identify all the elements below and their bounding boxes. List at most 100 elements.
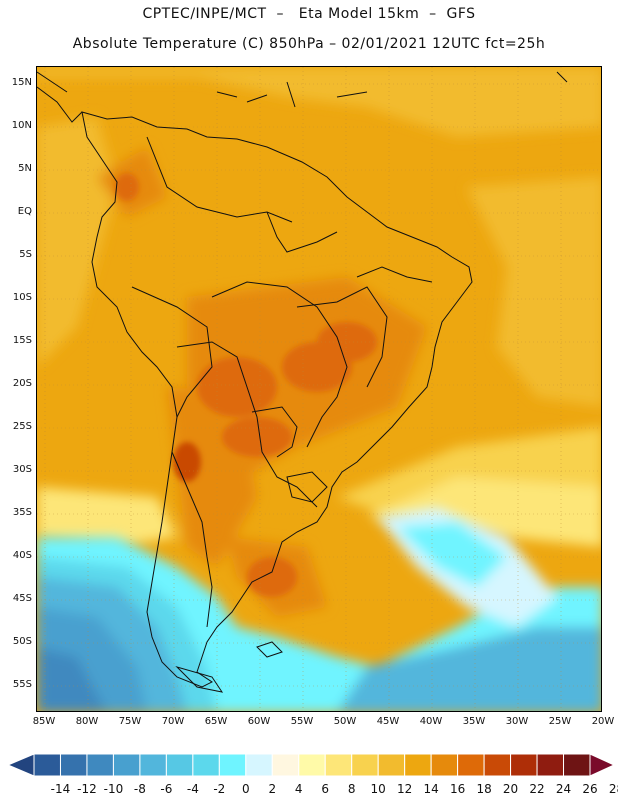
lon-label: 35W (462, 716, 486, 727)
lat-label: 50S (12, 636, 32, 647)
temperature-map (36, 66, 602, 712)
colorbar-tick-label: 0 (241, 782, 250, 796)
colorbar-cell (86, 753, 114, 777)
colorbar-tick-label: 24 (555, 782, 572, 796)
temperature-hotspots (115, 173, 377, 597)
colorbar-tick-label: -10 (103, 782, 124, 796)
colorbar-cell (510, 753, 538, 777)
colorbar-tick-label: 2 (268, 782, 277, 796)
lat-label: 20S (12, 378, 32, 389)
caribbean-islands (216, 71, 568, 108)
hotspot-goias (317, 322, 377, 362)
colorbar-cell (271, 753, 300, 777)
colorbar-cell (112, 753, 141, 777)
lat-label: 45S (12, 593, 32, 604)
colorbar-cell (536, 753, 565, 777)
colorbar-arrow-low (6, 753, 35, 777)
field-pacific-west (37, 117, 117, 367)
lon-label: 55W (290, 716, 314, 727)
colorbar-cell (483, 753, 512, 777)
colorbar-tick-label: -2 (213, 782, 226, 796)
lon-label: 45W (376, 716, 400, 727)
colorbar-tick-label: -8 (133, 782, 146, 796)
lon-label: 80W (75, 716, 99, 727)
colorbar-cell (563, 753, 591, 777)
border-peru-bolivia (131, 286, 213, 418)
field-north-yellow (37, 67, 601, 137)
cold-ocean-southeast (338, 627, 601, 711)
field-south-atlantic-lightyellow (367, 477, 601, 547)
hotspot-colombia (115, 173, 139, 201)
colorbar-tick-label: 6 (321, 782, 330, 796)
map-svg (37, 67, 601, 711)
border-andes-ridge (176, 341, 318, 508)
colorbar-cell (298, 753, 326, 777)
lon-label: 30W (505, 716, 529, 727)
temperature-colorbar (6, 753, 616, 777)
border-venezuela-colombia (146, 136, 293, 223)
title-line-1: CPTEC/INPE/MCT – Eta Model 15km – GFS (142, 6, 476, 22)
colorbar-tick-label: 16 (449, 782, 466, 796)
lat-label: 5S (19, 249, 32, 260)
tierra-del-fuego (175, 665, 224, 693)
lon-label: 65W (204, 716, 228, 727)
lon-label: 70W (161, 716, 185, 727)
border-brazil-west (211, 281, 348, 448)
lon-label: 50W (333, 716, 357, 727)
colorbar-cell (457, 753, 485, 777)
border-uruguay (286, 471, 328, 503)
colorbar-tick-label: 20 (502, 782, 519, 796)
lat-label: 30S (12, 464, 32, 475)
lat-label: 25S (12, 421, 32, 432)
lon-label: 25W (548, 716, 572, 727)
lat-label: 5N (18, 163, 32, 174)
lat-label: 40S (12, 550, 32, 561)
colorbar-tick-label: 14 (423, 782, 439, 796)
colorbar-tick-label: 28 (608, 782, 618, 796)
colorbar-tick-label: 22 (529, 782, 545, 796)
colorbar-cell (351, 753, 379, 777)
lat-label: 10N (11, 120, 32, 131)
border-brazil-northeast (356, 266, 433, 283)
colorbar-tick-label: -6 (160, 782, 173, 796)
colorbar-cell (324, 753, 353, 777)
colorbar-cell (33, 753, 61, 777)
lon-label: 60W (247, 716, 271, 727)
colorbar-cell (165, 753, 194, 777)
border-guianas (266, 211, 338, 253)
colorbar-cell (245, 753, 273, 777)
lon-label: 40W (419, 716, 443, 727)
central-america-outline (37, 71, 83, 123)
border-brazil-central (296, 286, 388, 388)
colorbar-tick-label: 18 (476, 782, 492, 796)
colorbar-tick-label: 10 (370, 782, 386, 796)
hotspot-chaco (197, 357, 277, 417)
coastline-south-america (37, 71, 568, 693)
lon-label: 85W (32, 716, 56, 727)
colorbar-tick-label: -12 (77, 782, 97, 796)
lat-label: 55S (12, 679, 32, 690)
border-argentina-chile (171, 451, 213, 628)
colorbar-cell (377, 753, 406, 777)
colorbar-cell (404, 753, 432, 777)
colorbar-tick-label: -14 (50, 782, 71, 796)
hotspot-patagonia (247, 557, 297, 597)
colorbar-tick-label: 12 (397, 782, 413, 796)
colorbar-tick-label: 4 (294, 782, 303, 796)
cold-ocean-plume-cyan (397, 522, 507, 587)
colorbar-cell (139, 753, 167, 777)
colorbar-arrow-high (589, 753, 616, 777)
colorbar-tick-label: 8 (347, 782, 356, 796)
colorbar-cell (59, 753, 88, 777)
hotspot-paraguay (222, 417, 292, 457)
lat-label: EQ (17, 206, 32, 217)
lat-label: 15N (11, 77, 32, 88)
lon-label: 75W (118, 716, 142, 727)
title-line-2: Absolute Temperature (C) 850hPa – 02/01/… (72, 36, 546, 52)
lat-label: 35S (12, 507, 32, 518)
field-east-yellow (467, 177, 601, 407)
lat-label: 10S (12, 292, 32, 303)
cold-ocean-deep-blue (37, 647, 106, 711)
falkland-islands (256, 641, 283, 658)
south-america-outline (81, 111, 473, 688)
